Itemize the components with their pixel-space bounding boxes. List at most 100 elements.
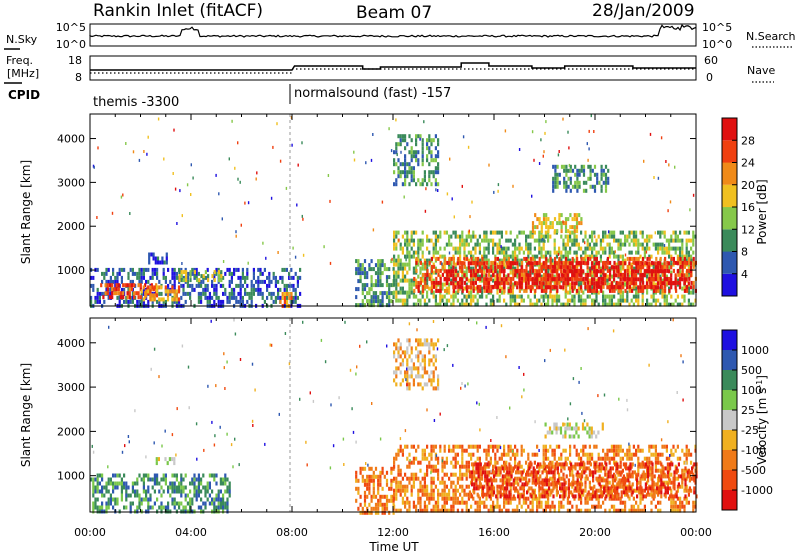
data-cell — [551, 285, 554, 290]
data-cell — [608, 294, 611, 299]
data-cell — [549, 273, 552, 278]
data-cell — [171, 267, 174, 272]
data-cell — [511, 298, 514, 303]
data-cell — [591, 298, 594, 303]
data-cell — [571, 261, 574, 266]
data-cell — [612, 265, 616, 270]
data-cell — [450, 278, 453, 283]
data-cell — [586, 265, 589, 270]
data-cell — [536, 496, 539, 501]
data-cell — [584, 261, 587, 266]
data-cell — [565, 172, 568, 177]
data-cell — [564, 217, 568, 222]
data-cell — [472, 234, 475, 239]
data-cell — [160, 477, 163, 482]
data-cell — [624, 258, 627, 263]
data-cell — [553, 472, 556, 477]
data-cell — [580, 476, 583, 481]
data-cell — [182, 283, 185, 288]
data-cell — [485, 285, 488, 290]
data-cell — [180, 270, 183, 275]
data-cell — [184, 505, 187, 510]
data-cell — [679, 256, 682, 261]
data-cell — [503, 288, 506, 293]
data-cell — [463, 242, 466, 247]
data-cell — [670, 246, 673, 251]
data-cell — [180, 501, 183, 506]
data-cell — [399, 266, 402, 271]
data-cell — [617, 302, 620, 307]
data-cell — [578, 172, 581, 177]
data-cell — [485, 288, 488, 293]
data-cell — [105, 271, 108, 276]
data-cell — [587, 176, 590, 181]
data-cell — [540, 464, 543, 469]
data-cell — [395, 290, 398, 295]
data-cell — [217, 295, 220, 300]
data-cell — [553, 242, 556, 247]
data-cell — [363, 466, 367, 471]
data-cell — [96, 481, 99, 486]
data-cell — [577, 282, 580, 287]
data-cell — [434, 182, 437, 187]
data-cell — [547, 496, 550, 501]
data-cell — [663, 250, 666, 255]
data-cell — [385, 283, 389, 288]
data-cell — [149, 505, 152, 510]
data-cell — [540, 500, 543, 505]
data-cell — [584, 500, 587, 505]
data-cell — [573, 273, 576, 278]
data-cell — [410, 484, 413, 489]
data-cell — [450, 508, 453, 513]
data-cell — [241, 267, 244, 272]
data-cell — [173, 299, 176, 304]
data-cell — [490, 288, 493, 293]
data-cell — [441, 508, 444, 513]
data-cell — [437, 250, 440, 255]
data-cell — [580, 282, 583, 287]
data-cell — [612, 269, 616, 274]
data-cell — [624, 282, 627, 287]
data-cell — [668, 286, 671, 291]
data-cell — [478, 500, 481, 505]
data-cell — [576, 168, 579, 173]
data-cell — [476, 456, 479, 461]
data-cell — [533, 294, 536, 299]
data-cell — [576, 172, 579, 177]
data-cell — [456, 496, 459, 501]
data-cell — [296, 295, 299, 300]
data-cell — [395, 480, 398, 485]
data-cell — [454, 230, 457, 235]
data-cell — [383, 502, 386, 507]
data-cell — [113, 287, 116, 292]
data-cell — [419, 504, 422, 509]
data-cell — [676, 261, 679, 266]
data-cell — [513, 261, 517, 266]
data-cell — [619, 238, 622, 243]
data-cell — [417, 288, 420, 293]
data-cell — [518, 230, 521, 235]
data-cell — [406, 464, 409, 469]
data-cell — [401, 500, 404, 505]
data-cell — [145, 493, 148, 498]
data-cell — [470, 238, 473, 243]
data-cell — [465, 476, 468, 481]
data-cell — [399, 174, 402, 179]
data-cell — [444, 256, 447, 261]
data-cell — [538, 504, 541, 509]
data-cell — [126, 295, 129, 300]
data-cell — [156, 256, 160, 261]
data-cell — [545, 213, 548, 218]
data-cell — [405, 258, 407, 262]
data-cell — [496, 264, 499, 269]
data-cell — [575, 250, 578, 255]
data-cell — [445, 496, 448, 501]
data-cell — [406, 246, 409, 251]
data-cell — [403, 195, 405, 199]
data-cell — [114, 497, 117, 502]
data-cell — [589, 172, 592, 177]
data-cell — [161, 256, 164, 261]
data-cell — [180, 481, 183, 486]
data-cell — [632, 266, 635, 271]
data-cell — [136, 477, 139, 482]
